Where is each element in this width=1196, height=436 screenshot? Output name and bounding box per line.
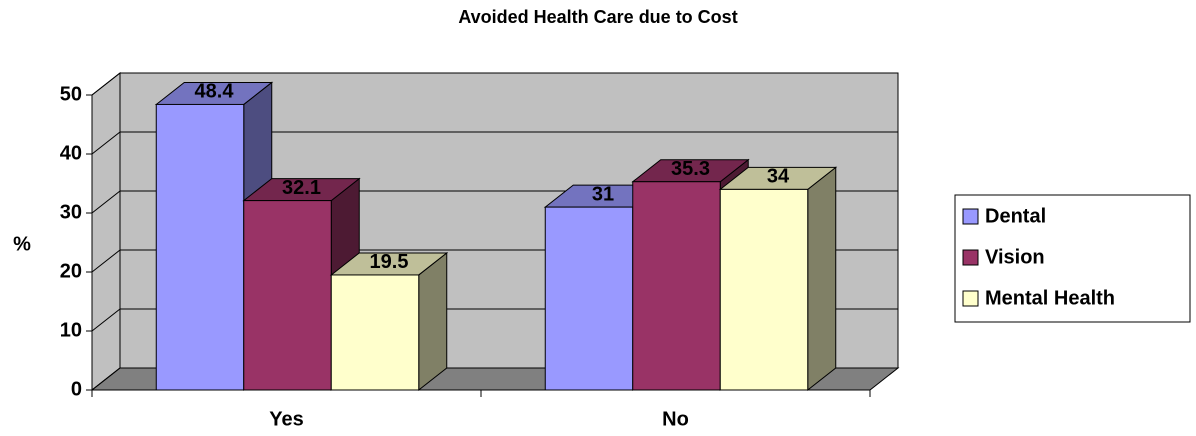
legend-swatch (962, 249, 979, 266)
legend-swatch (962, 290, 979, 307)
bar (544, 206, 634, 391)
value-label: 32.1 (282, 177, 321, 199)
value-label: 31 (592, 183, 614, 205)
grid-line (91, 72, 898, 96)
value-label: 35.3 (671, 158, 710, 180)
bar (155, 103, 245, 391)
legend-swatch (962, 208, 979, 225)
bar (719, 188, 809, 391)
bar (243, 200, 332, 391)
y-tick-label: 50 (60, 83, 82, 105)
y-tick-label: 30 (60, 201, 82, 223)
y-tick-label: 10 (60, 319, 82, 341)
bar (632, 181, 721, 391)
bar (330, 274, 420, 391)
chart-title: Avoided Health Care due to Cost (458, 7, 737, 27)
legend-label: Vision (985, 246, 1045, 268)
bar-side (807, 166, 837, 392)
side-wall (91, 71, 121, 392)
x-tick-label: No (662, 408, 689, 430)
x-tick-label: Yes (269, 408, 303, 430)
y-tick-label: 0 (71, 378, 82, 400)
value-label: 19.5 (370, 251, 409, 273)
legend-label: Dental (985, 205, 1046, 227)
value-label: 48.4 (195, 81, 235, 103)
y-axis-label: % (13, 233, 31, 255)
y-tick-label: 40 (60, 142, 82, 164)
legend-box (954, 194, 1191, 323)
value-label: 34 (767, 166, 790, 188)
y-tick-label: 20 (60, 260, 82, 282)
grid-line (91, 131, 898, 155)
bar-side (418, 251, 448, 392)
legend-label: Mental Health (985, 287, 1115, 309)
